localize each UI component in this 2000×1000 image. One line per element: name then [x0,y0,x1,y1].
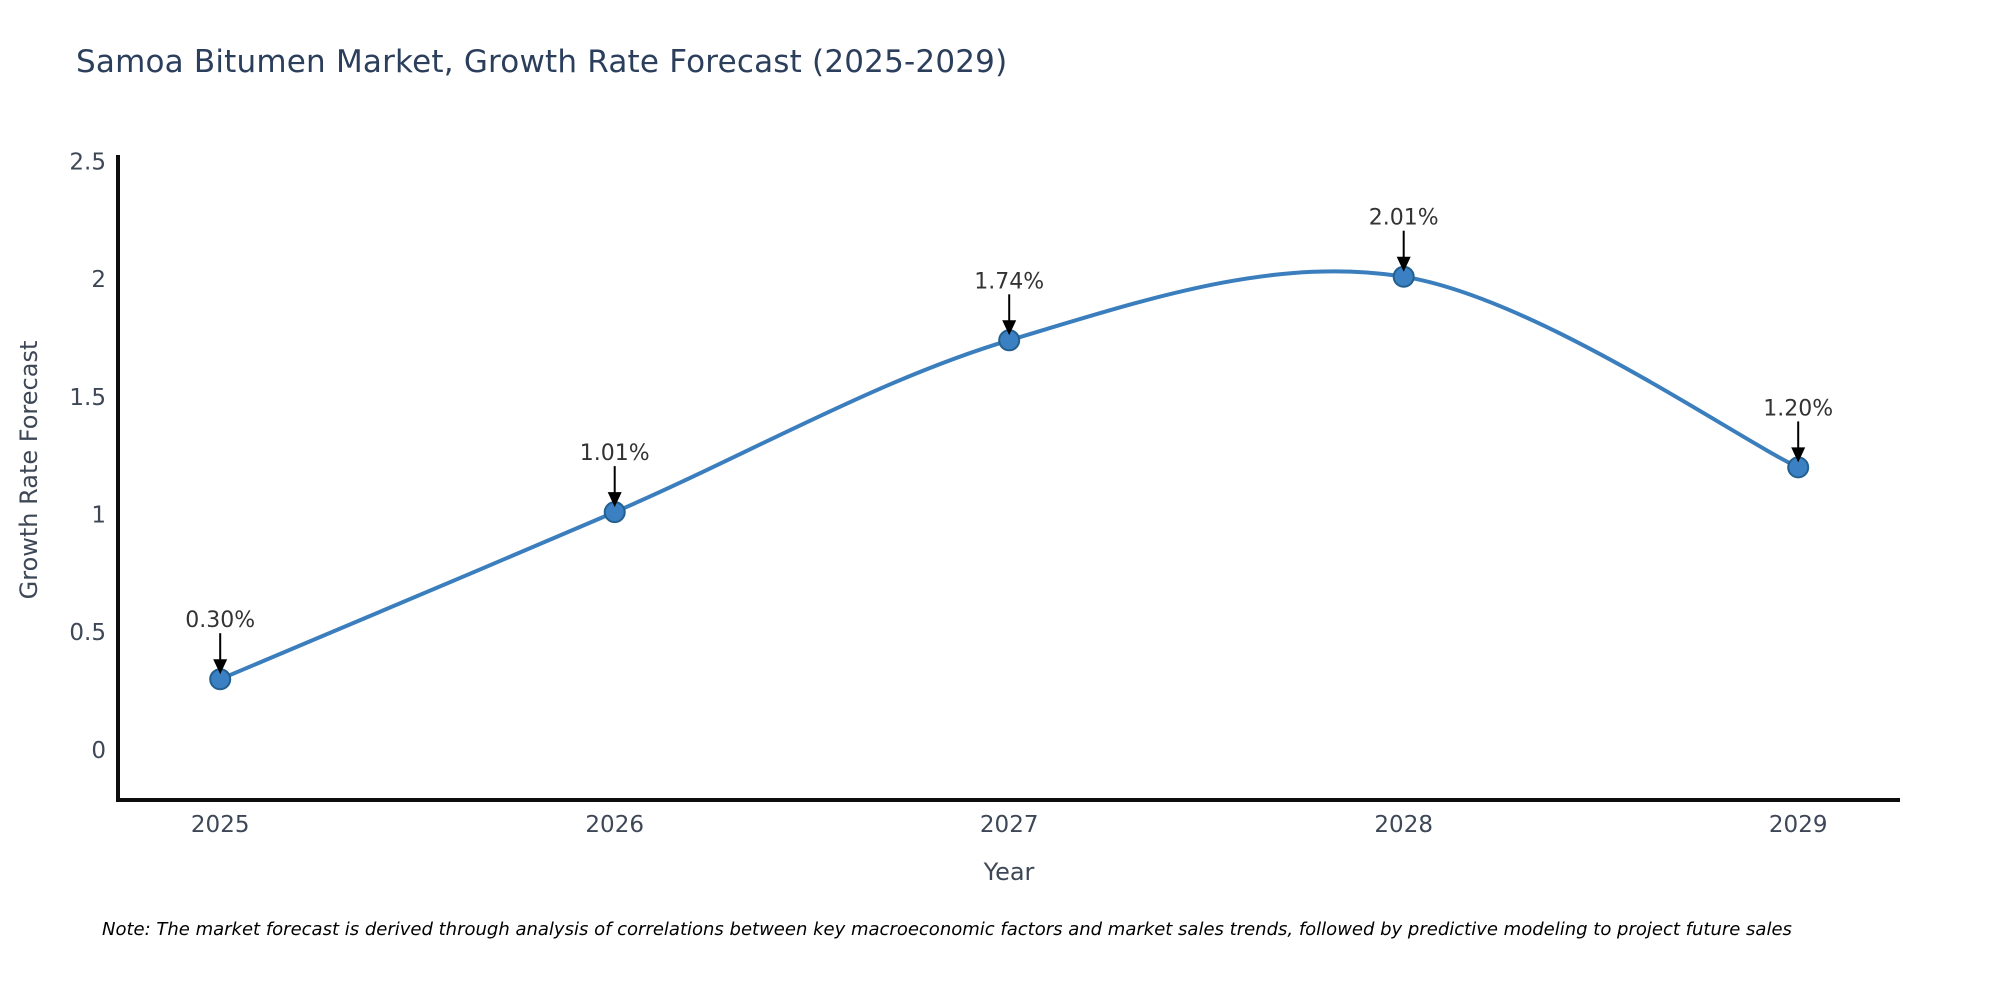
x-tick-label: 2029 [1769,812,1828,838]
annotation-label: 1.01% [580,441,650,466]
x-tick-label: 2027 [980,812,1039,838]
chart-title: Samoa Bitumen Market, Growth Rate Foreca… [76,44,1008,80]
annotation-label: 0.30% [185,608,255,633]
annotation-arrowhead [1791,447,1806,463]
x-axis-title: Year [983,858,1035,886]
y-tick-label: 1 [91,503,106,529]
y-tick-label: 0.5 [69,620,106,646]
annotation-label: 1.20% [1763,396,1833,421]
x-tick-label: 2028 [1374,812,1433,838]
x-tick-label: 2025 [191,812,250,838]
annotation-arrowhead [607,492,622,508]
axis-spines [116,155,1900,802]
annotation-arrowhead [1396,256,1411,272]
y-tick-label: 2.5 [69,149,106,175]
footnote: Note: The market forecast is derived thr… [102,919,1792,940]
annotation-label: 2.01% [1369,206,1439,231]
y-tick-label: 2 [91,267,106,293]
annotation-label: 1.74% [974,269,1044,294]
annotation-arrowhead [1002,320,1017,336]
y-tick-label: 0 [91,738,106,764]
annotation-arrowhead [213,659,228,675]
x-tick-label: 2026 [585,812,644,838]
y-tick-label: 1.5 [69,385,106,411]
